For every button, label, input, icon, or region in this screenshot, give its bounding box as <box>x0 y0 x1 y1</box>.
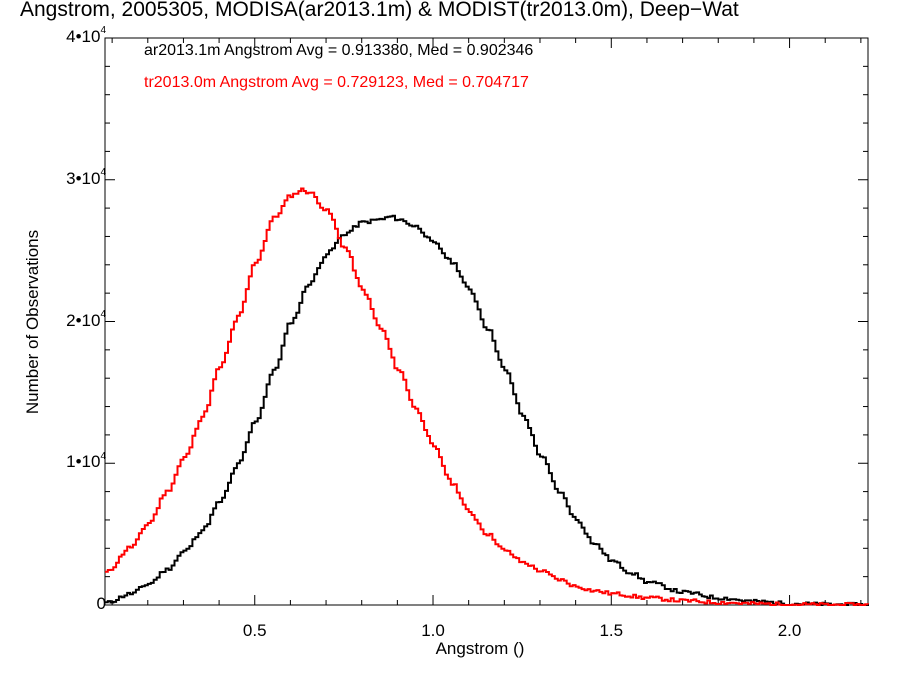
annotation-tr2013: tr2013.0m Angstrom Avg = 0.729123, Med =… <box>144 74 529 91</box>
x-tick-label: 0.5 <box>242 621 267 640</box>
axis-ticks <box>105 37 868 606</box>
y-tick-label: 2•104 <box>66 308 106 330</box>
chart-title: Angstrom, 2005305, MODISA(ar2013.1m) & M… <box>20 0 739 21</box>
x-tick-label: 1.5 <box>599 621 624 640</box>
x-tick-label: 1.0 <box>421 621 445 640</box>
y-axis-label: Number of Observations <box>23 229 42 415</box>
series-line-ar2013 <box>105 214 869 606</box>
y-tick-label: 3•104 <box>66 167 106 188</box>
series-line-tr2013 <box>105 187 869 606</box>
x-axis-label: Angstrom () <box>435 639 525 658</box>
y-tick-label: 4•104 <box>66 25 106 46</box>
annotation-ar2013: ar2013.1m Angstrom Avg = 0.913380, Med =… <box>144 42 534 59</box>
plot-frame <box>104 37 869 606</box>
y-tick-label: 1•104 <box>66 450 106 472</box>
y-tick-label: 0 <box>96 594 106 613</box>
x-tick-label: 2.0 <box>777 621 802 640</box>
